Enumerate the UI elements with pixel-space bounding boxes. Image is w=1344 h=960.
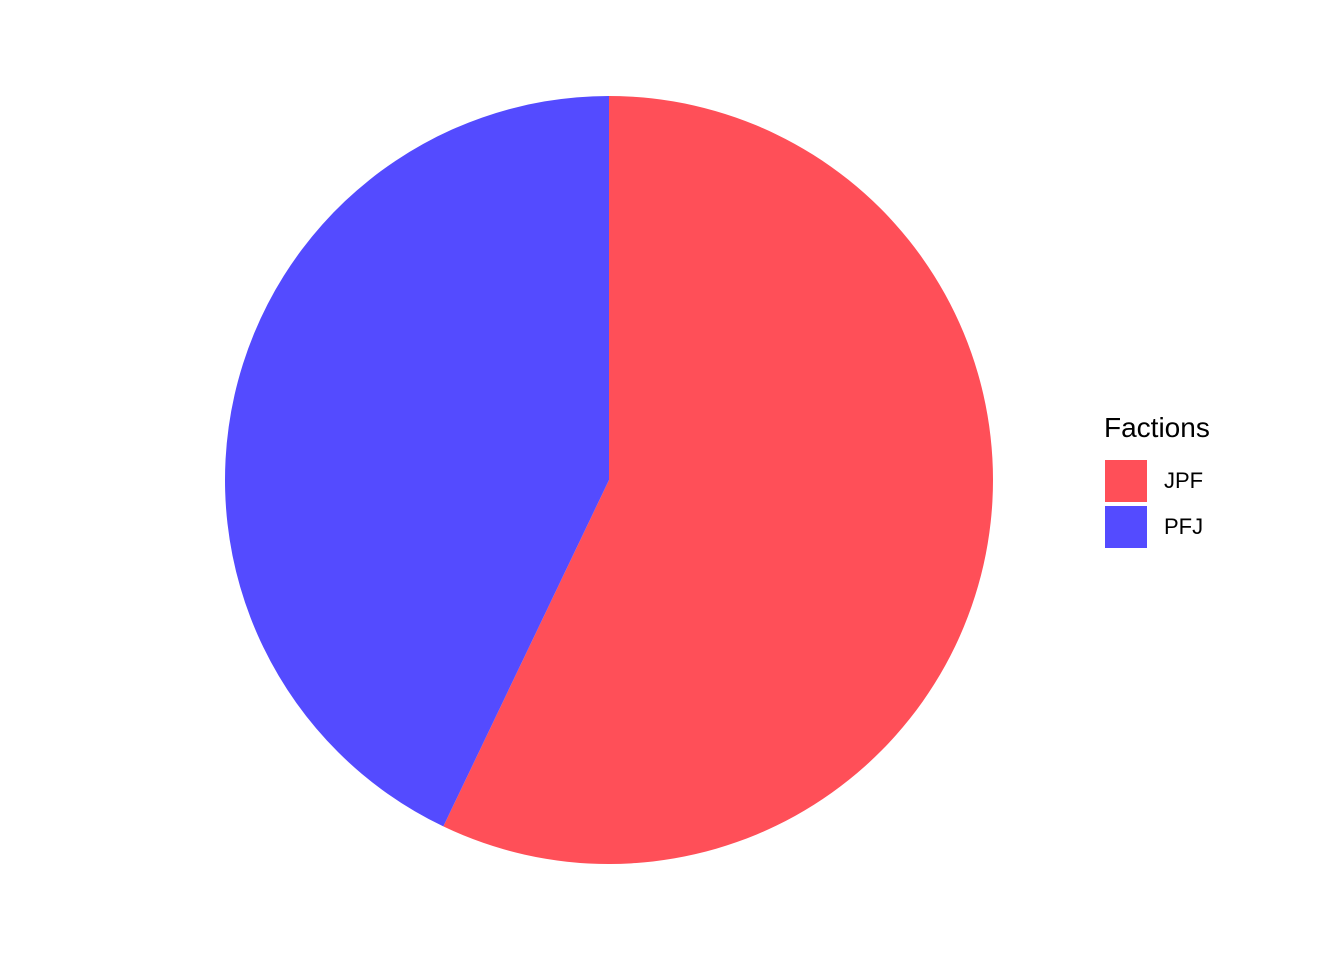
legend-label-jpf: JPF <box>1164 468 1204 493</box>
legend-label-pfj: PFJ <box>1164 514 1204 539</box>
pie-slice-jpf <box>443 96 993 864</box>
legend-item-pfj: PFJ <box>1104 504 1210 550</box>
legend-swatch-pfj <box>1105 506 1147 548</box>
legend-title: Factions <box>1104 412 1210 443</box>
legend-item-jpf: JPF <box>1104 458 1210 504</box>
pie-slices <box>224 96 993 864</box>
legend: Factions JPF PFJ <box>1104 410 1210 550</box>
pie-slice-pfj <box>224 96 609 827</box>
legend-swatch-jpf <box>1105 460 1147 502</box>
